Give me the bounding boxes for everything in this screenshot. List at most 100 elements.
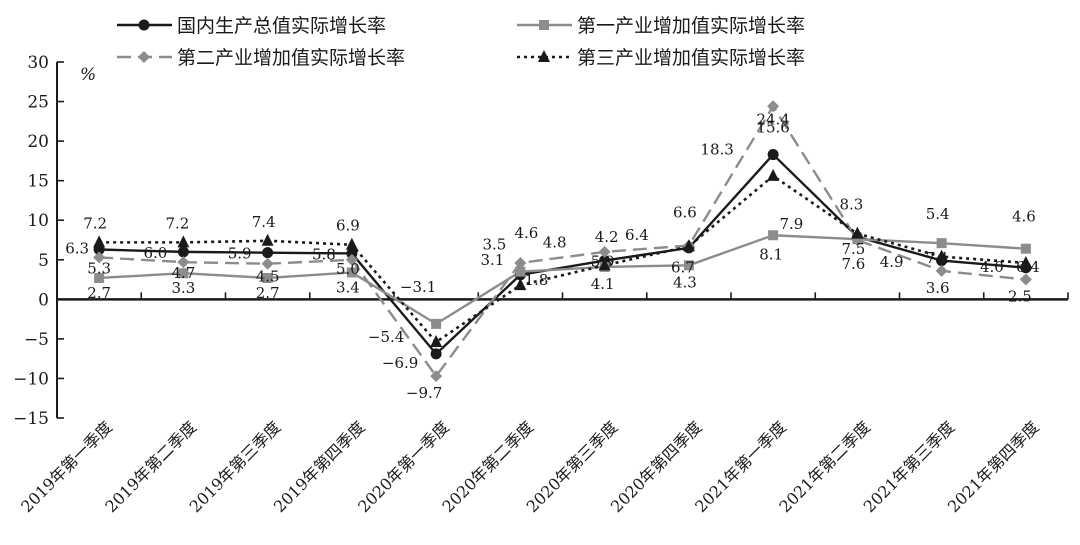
data-point	[514, 256, 527, 269]
series-line	[99, 234, 1026, 326]
data-label: 18.3	[700, 141, 733, 159]
data-label: 5.3	[87, 259, 111, 277]
data-point	[262, 272, 273, 283]
axes: −15 −10 −5 0 5 10 15 20 25 30	[13, 53, 1069, 429]
data-point	[935, 249, 948, 262]
data-label: 3.1	[480, 251, 504, 269]
x-tick-label: 2021年第三季度	[860, 417, 959, 516]
y-tick-label: 15	[27, 172, 49, 192]
data-label: 4.5	[256, 268, 280, 286]
x-tick-label: 2021年第四季度	[944, 417, 1043, 516]
data-label: 8.3	[839, 196, 863, 214]
data-point	[683, 260, 694, 271]
data-point	[177, 256, 190, 269]
y-tick-label: 0	[38, 290, 49, 310]
data-point	[177, 246, 189, 258]
category-labels: 2019年第一季度2019年第二季度2019年第三季度2019年第四季度2020…	[17, 417, 1043, 516]
data-point	[682, 239, 695, 252]
x-tick-label: 2020年第一季度	[354, 417, 453, 516]
data-label: 7.2	[83, 214, 107, 232]
data-label: 3.3	[171, 279, 195, 297]
data-label: 24.4	[756, 110, 789, 128]
y-tick-label: 20	[27, 132, 49, 152]
data-label: 5.9	[228, 245, 252, 263]
x-tick-label: 2020年第三季度	[523, 417, 622, 516]
legend-label: 国内生产总值实际增长率	[177, 15, 386, 37]
data-label: 6.3	[65, 239, 89, 257]
data-label: 1.8	[524, 271, 548, 289]
data-label: 2.5	[1008, 288, 1032, 306]
data-label: 5.0	[336, 260, 360, 278]
x-tick-label: 2019年第三季度	[186, 417, 285, 516]
data-label: 7.5	[841, 240, 865, 258]
data-label: 4.7	[171, 264, 195, 282]
data-point	[345, 237, 358, 250]
data-label: 6.4	[1016, 258, 1040, 276]
x-tick-label: 2019年第一季度	[17, 417, 116, 516]
data-point	[346, 267, 357, 278]
x-tick-label: 2019年第二季度	[101, 417, 200, 516]
x-tick-label: 2021年第二季度	[775, 417, 874, 516]
data-point	[430, 348, 442, 360]
data-point	[514, 278, 527, 291]
data-point	[768, 230, 779, 241]
legend-label: 第二产业增加值实际增长率	[177, 47, 405, 69]
series-line	[99, 174, 1026, 344]
data-labels: 7.26.35.32.77.26.04.73.37.45.94.52.76.95…	[65, 110, 1040, 402]
data-point	[94, 272, 105, 283]
data-point	[598, 258, 611, 271]
y-tick-label: 30	[27, 53, 49, 73]
data-label: 6.4	[625, 226, 649, 244]
x-tick-label: 2020年第二季度	[438, 417, 537, 516]
data-label: 2.7	[256, 284, 280, 302]
data-label: 4.2	[595, 228, 619, 246]
data-point	[262, 247, 274, 259]
data-label: 5.9	[591, 253, 615, 271]
data-label: 3.5	[482, 236, 506, 254]
x-tick-label: 2021年第一季度	[691, 417, 790, 516]
data-label: 6.7	[671, 258, 695, 276]
data-point	[767, 149, 779, 161]
data-label: −6.9	[382, 354, 418, 372]
data-point	[178, 268, 189, 279]
data-point	[598, 245, 611, 258]
data-point	[851, 226, 864, 239]
y-tick-label: −5	[24, 330, 49, 350]
data-point	[93, 251, 106, 264]
data-label: −3.1	[400, 278, 436, 296]
x-tick-label: 2019年第四季度	[270, 417, 369, 516]
data-label: 3.4	[336, 278, 360, 296]
data-label: 5.4	[926, 205, 950, 223]
data-label: 7.6	[841, 255, 865, 273]
data-label: 6.0	[143, 244, 167, 262]
data-label: 4.9	[880, 253, 904, 271]
data-point	[767, 100, 780, 113]
data-label: 4.6	[514, 224, 538, 242]
data-point	[431, 318, 442, 329]
data-label: 4.1	[591, 275, 615, 293]
data-label: −5.4	[368, 328, 404, 346]
data-point	[935, 264, 948, 277]
y-tick-label: −15	[13, 409, 49, 429]
data-point	[261, 257, 274, 270]
data-label: 2.7	[87, 284, 111, 302]
data-point	[515, 266, 526, 277]
y-tick-label: 5	[38, 251, 49, 271]
data-label: 3.6	[926, 279, 950, 297]
data-point	[93, 235, 106, 248]
data-point	[1020, 243, 1031, 254]
data-label: 4.3	[673, 273, 697, 291]
data-point	[261, 233, 274, 246]
data-label: 8.1	[759, 245, 783, 263]
data-point	[345, 253, 358, 266]
x-tick-label: 2020年第四季度	[607, 417, 706, 516]
series-lines	[99, 104, 1026, 379]
data-point	[177, 235, 190, 248]
legend-swatch-marker	[538, 50, 550, 62]
data-point	[1019, 273, 1032, 286]
data-point	[346, 247, 358, 259]
data-label: 7.1	[926, 249, 950, 267]
data-point	[936, 238, 947, 249]
